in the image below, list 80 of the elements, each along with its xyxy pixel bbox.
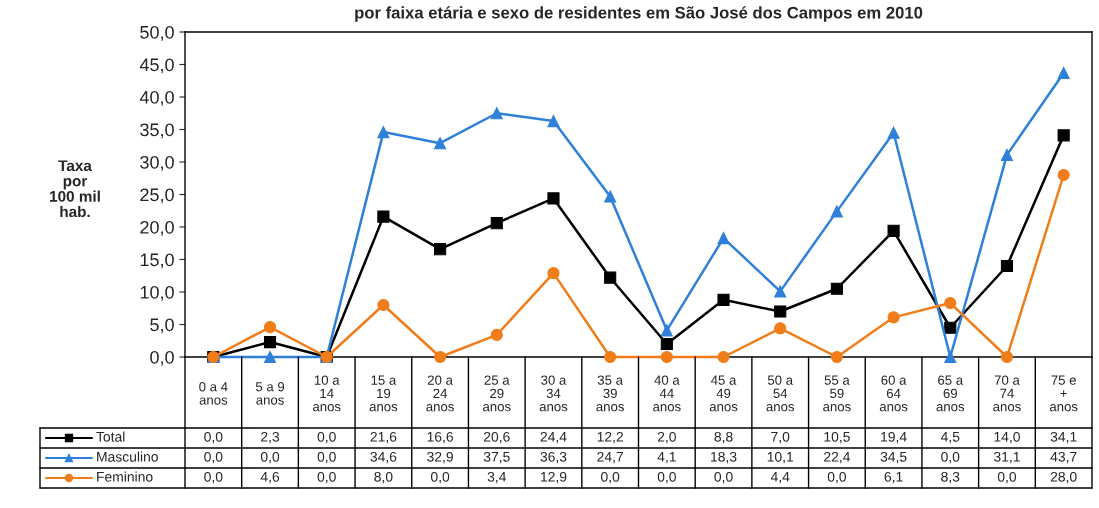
y-tick-label: 20,0 <box>140 220 174 236</box>
data-label: 0,0 <box>317 431 336 444</box>
data-label: 0,0 <box>204 451 223 464</box>
x-tick-label: 15 a 19 anos <box>369 375 398 412</box>
chart-title: por faixa etária e sexo de residentes em São José dos Campos em 2010 <box>355 6 923 22</box>
y-tick-label: 35,0 <box>140 123 174 139</box>
data-label: 0,0 <box>601 471 620 484</box>
legend-label: Feminino <box>97 471 153 482</box>
data-label: 14,0 <box>994 431 1020 444</box>
data-label: 12,9 <box>541 471 567 484</box>
data-label: 6,1 <box>884 471 903 484</box>
y-tick-label: 10,0 <box>140 285 174 301</box>
data-label: 31,1 <box>993 451 1020 464</box>
data-label: 0,0 <box>827 471 847 484</box>
x-tick-label: 0 a 4 anos <box>199 382 228 405</box>
data-label: 34,1 <box>1050 431 1077 444</box>
data-label: 0,0 <box>204 471 223 484</box>
data-label: 43,7 <box>1050 451 1077 464</box>
data-label: 4,4 <box>770 472 790 484</box>
y-axis-title: Taxa por 100 mil hab. <box>50 160 100 218</box>
data-label: 21,6 <box>370 431 397 444</box>
y-tick-label: 15,0 <box>140 253 174 269</box>
x-tick-label: 5 a 9 anos <box>255 382 285 405</box>
data-label: 34,5 <box>880 451 907 464</box>
data-label: 0,0 <box>941 451 960 464</box>
data-label: 37,5 <box>483 451 510 464</box>
data-label: 0,0 <box>317 471 336 484</box>
data-label: 22,4 <box>824 451 851 464</box>
y-tick-label: 45,0 <box>139 58 174 74</box>
data-label: 24,7 <box>597 451 623 464</box>
data-label: 10,5 <box>824 431 850 444</box>
x-tick-label: 65 a 69 anos <box>936 375 965 412</box>
data-label: 0,0 <box>430 471 450 484</box>
data-label: 8,0 <box>374 471 393 484</box>
data-label: 16,6 <box>427 431 453 444</box>
data-label: 4,5 <box>940 432 960 444</box>
x-tick-label: 60 a 64 anos <box>879 375 908 412</box>
data-label: 0,0 <box>260 451 280 464</box>
data-label: 4,6 <box>260 471 280 484</box>
y-tick-label: 50,0 <box>140 25 174 41</box>
x-tick-label: 50 a 54 anos <box>766 375 795 412</box>
y-tick-label: 40,0 <box>139 90 174 106</box>
x-tick-label: 10 a 14 anos <box>312 375 341 412</box>
y-tick-label: 25,0 <box>140 188 174 204</box>
y-tick-label: 0,0 <box>150 350 174 366</box>
data-label: 36,3 <box>540 451 567 464</box>
data-label: 0,0 <box>657 471 676 484</box>
data-label: 2,0 <box>657 431 676 444</box>
x-tick-label: 40 a 44 anos <box>653 375 681 412</box>
data-label: 12,2 <box>597 431 623 444</box>
x-tick-label: 30 a 34 anos <box>539 375 568 412</box>
x-tick-label: 25 a 29 anos <box>483 375 511 412</box>
y-tick-label: 30,0 <box>140 155 174 171</box>
legend-label: Masculino <box>97 451 158 462</box>
x-tick-label: 45 a 49 anos <box>709 375 738 412</box>
data-label: 8,3 <box>941 471 960 484</box>
data-label: 34,6 <box>370 451 397 464</box>
data-label: 0,0 <box>997 471 1017 484</box>
data-label: 4,1 <box>657 452 676 464</box>
data-label: 24,4 <box>540 431 567 444</box>
data-label: 18,3 <box>711 451 737 464</box>
data-label: 0,0 <box>714 471 733 484</box>
data-label: 2,3 <box>261 431 280 444</box>
y-tick-label: 5,0 <box>150 318 174 334</box>
data-label: 19,4 <box>881 431 907 444</box>
x-tick-label: 70 a 74 anos <box>993 375 1021 412</box>
x-tick-label: 20 a 24 anos <box>426 375 454 412</box>
data-label: 10,1 <box>767 451 794 464</box>
data-label: 20,6 <box>483 431 510 444</box>
data-label: 0,0 <box>317 451 336 464</box>
x-tick-label: 75 e + anos <box>1049 375 1078 412</box>
data-label: 32,9 <box>427 451 453 464</box>
data-label: 28,0 <box>1050 471 1077 484</box>
data-label: 8,8 <box>714 431 733 444</box>
data-label: 0,0 <box>204 431 223 444</box>
data-label: 3,4 <box>487 471 507 484</box>
x-tick-label: 35 a 39 anos <box>596 375 624 412</box>
data-label: 7,0 <box>771 431 790 444</box>
x-tick-label: 55 a 59 anos <box>823 375 851 412</box>
legend-label: Total <box>96 431 125 442</box>
